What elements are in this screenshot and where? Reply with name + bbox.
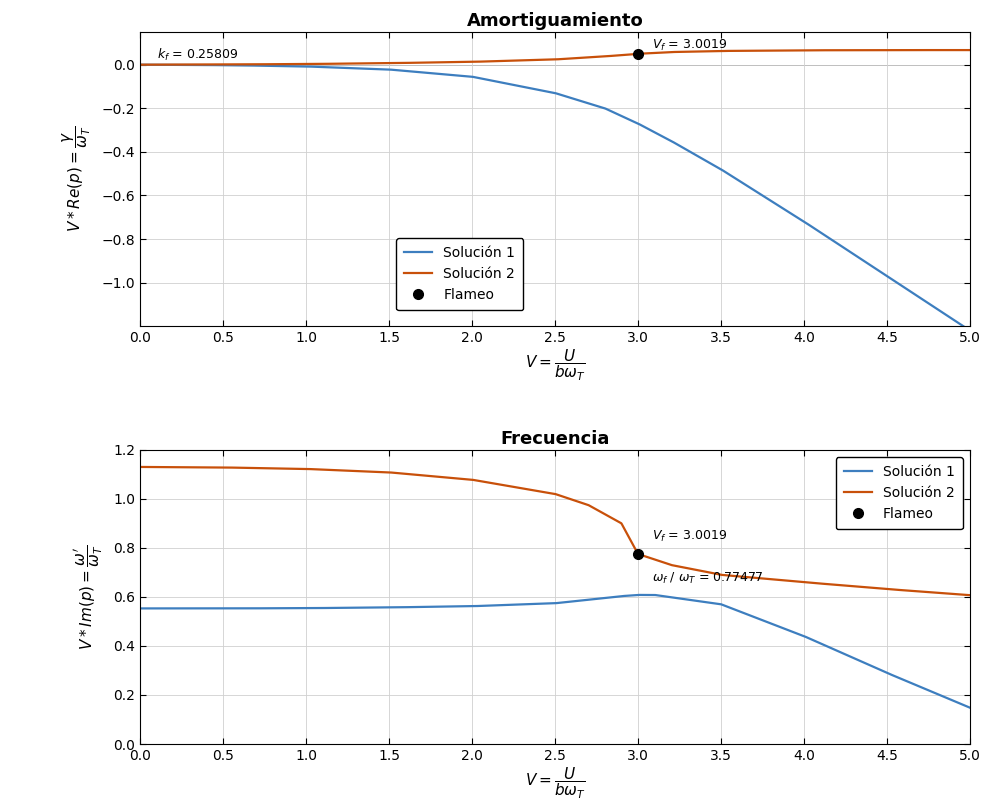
Solución 1 (964, 703, 976, 713)
Solución 1 (134, 604, 146, 614)
Solución 2 (229, 60, 241, 70)
X-axis label: $V = \dfrac{U}{b\omega_T}$: $V = \dfrac{U}{b\omega_T}$ (525, 348, 585, 383)
Solución 1 (229, 603, 241, 613)
Line: Solución 2: Solución 2 (140, 467, 970, 595)
Solución 2 (488, 57, 500, 66)
Solución 1 (488, 601, 500, 610)
Title: Frecuencia: Frecuencia (500, 430, 610, 448)
Solución 2 (858, 582, 870, 592)
Solución 2 (452, 474, 464, 483)
Title: Amortiguamiento: Amortiguamiento (467, 13, 643, 30)
Solución 1 (948, 315, 960, 325)
Solución 2 (278, 464, 290, 474)
Solución 1 (859, 658, 871, 668)
Solución 2 (229, 463, 241, 473)
Solución 1 (134, 60, 146, 70)
Solución 2 (134, 60, 146, 70)
Solución 2 (488, 478, 500, 488)
Solución 2 (948, 589, 960, 598)
Solución 1 (964, 326, 976, 335)
X-axis label: $V = \dfrac{U}{b\omega_T}$: $V = \dfrac{U}{b\omega_T}$ (525, 766, 585, 800)
Solución 1 (278, 603, 290, 613)
Solución 1 (858, 256, 870, 266)
Solución 2 (858, 46, 870, 55)
Solución 2 (948, 46, 960, 55)
Solución 1 (948, 696, 960, 706)
Solución 2 (278, 59, 290, 69)
Line: Solución 2: Solución 2 (140, 50, 970, 65)
Solución 2 (881, 46, 893, 55)
Solución 2 (134, 462, 146, 472)
Solución 2 (964, 590, 976, 600)
Solución 1 (632, 590, 644, 600)
Solución 1 (452, 70, 464, 80)
Solución 1 (488, 76, 500, 86)
Y-axis label: $V * Re(p) = \dfrac{\gamma}{\omega_T}$: $V * Re(p) = \dfrac{\gamma}{\omega_T}$ (61, 126, 93, 232)
Text: $k_f$ = 0.25809: $k_f$ = 0.25809 (157, 46, 238, 63)
Legend: Solución 1, Solución 2, Flameo: Solución 1, Solución 2, Flameo (836, 457, 963, 530)
Text: $\omega_f$ / $\omega_T$ = 0.77477: $\omega_f$ / $\omega_T$ = 0.77477 (652, 571, 763, 586)
Solución 2 (964, 46, 976, 55)
Y-axis label: $V * Im(p) = \dfrac{\omega'}{\omega_T}$: $V * Im(p) = \dfrac{\omega'}{\omega_T}$ (72, 544, 105, 650)
Solución 1 (278, 62, 290, 71)
Solución 1 (452, 602, 464, 611)
Solución 1 (229, 61, 241, 70)
Text: $V_f$ = 3.0019: $V_f$ = 3.0019 (652, 38, 727, 53)
Solución 2 (452, 58, 464, 67)
Line: Solución 1: Solución 1 (140, 595, 970, 708)
Text: $V_f$ = 3.0019: $V_f$ = 3.0019 (652, 529, 727, 544)
Legend: Solución 1, Solución 2, Flameo: Solución 1, Solución 2, Flameo (396, 238, 523, 310)
Line: Solución 1: Solución 1 (140, 65, 970, 330)
